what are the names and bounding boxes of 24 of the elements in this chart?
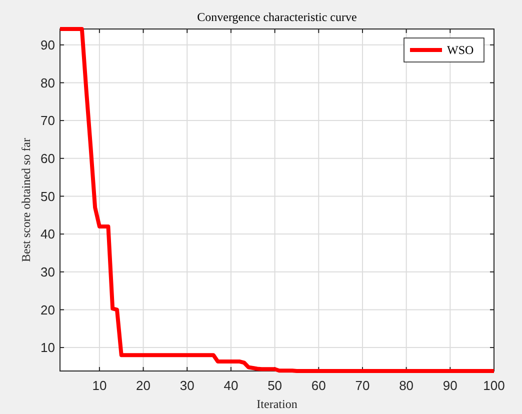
x-tick-label: 60: [311, 378, 326, 393]
y-tick-label: 70: [40, 113, 55, 128]
x-tick-label: 70: [355, 378, 370, 393]
legend-label: WSO: [447, 43, 474, 58]
y-tick-label: 80: [40, 75, 55, 90]
x-tick-label: 10: [92, 378, 107, 393]
y-axis-title: Best score obtained so far: [19, 138, 33, 262]
x-tick-label: 30: [180, 378, 194, 393]
x-tick-label: 40: [224, 378, 238, 393]
y-tick-label: 10: [40, 340, 55, 356]
line-series: [58, 27, 496, 373]
chart-title: Convergence characteristic curve: [197, 10, 357, 24]
y-tick-label: 20: [40, 302, 55, 318]
x-tick-label: 50: [268, 378, 282, 393]
y-tick-label: 60: [40, 150, 55, 166]
y-tick-label: 50: [40, 188, 55, 204]
x-tick-label: 100: [483, 378, 505, 393]
x-tick-label: 80: [399, 378, 414, 393]
x-axis-title: Iteration: [256, 397, 298, 411]
y-tick-label: 90: [40, 37, 55, 52]
y-tick-label: 30: [40, 264, 55, 280]
x-tick-label: 20: [136, 378, 151, 393]
x-tick-label: 90: [442, 378, 458, 393]
y-tick-label: 40: [40, 226, 55, 242]
